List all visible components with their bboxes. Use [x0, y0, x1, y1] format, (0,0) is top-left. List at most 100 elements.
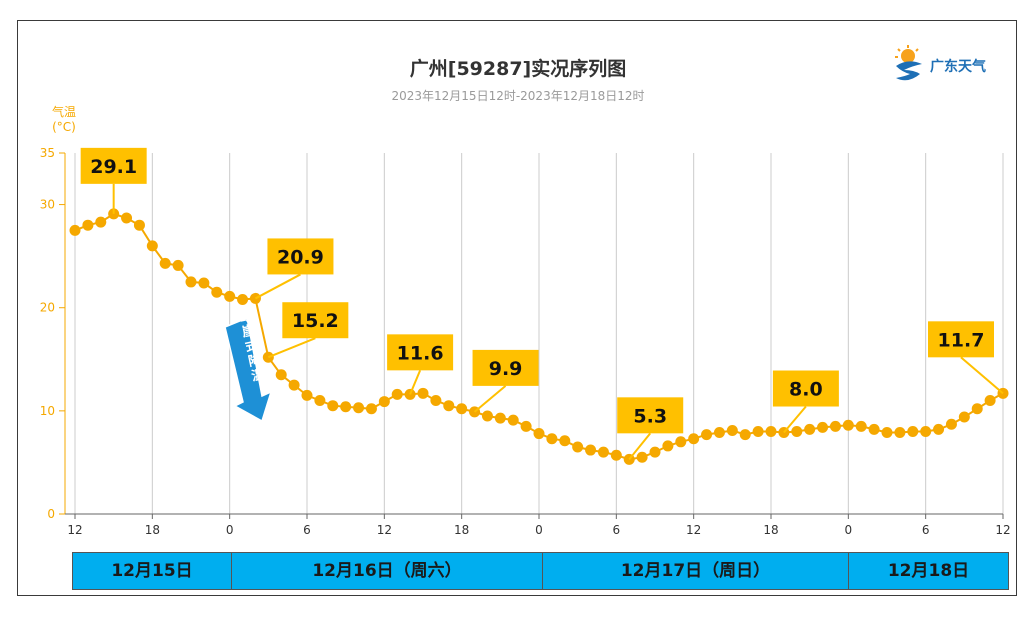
data-point	[82, 219, 94, 231]
callout-box	[472, 349, 539, 386]
data-point	[95, 216, 107, 228]
data-point	[675, 436, 687, 448]
data-point	[533, 428, 545, 440]
grid-lines	[74, 153, 1004, 514]
chart-frame	[17, 20, 1017, 596]
data-point	[237, 293, 249, 305]
data-point	[662, 440, 674, 452]
data-point	[572, 441, 584, 453]
callout-box	[282, 302, 349, 339]
data-point	[881, 427, 893, 439]
x-tick-label: 6	[303, 523, 311, 537]
arrow-text-char: 崖	[241, 322, 257, 340]
arrow-text-char: 断	[238, 308, 254, 326]
callout-leader	[783, 405, 807, 434]
data-point	[726, 424, 738, 436]
arrow-down-icon	[224, 316, 273, 423]
callout-box	[772, 370, 839, 407]
arrow-text-char: 温	[250, 367, 266, 384]
data-point	[185, 276, 197, 288]
y-axis-label-unit: (°C)	[52, 120, 76, 134]
day-label-dec18: 12月18日	[887, 561, 970, 581]
data-point	[430, 395, 442, 407]
data-point	[765, 425, 777, 437]
arrow-text-char: 降	[247, 351, 264, 370]
callout-label: 9.9	[489, 358, 523, 380]
day-label-dec16: 12月16日（周六）	[232, 553, 543, 589]
data-point	[520, 420, 532, 432]
data-point	[378, 396, 390, 408]
chart-title: 广州[59287]实况序列图	[409, 58, 627, 80]
callout-box	[617, 397, 684, 434]
data-point	[507, 414, 519, 426]
data-point	[701, 429, 713, 441]
data-point	[121, 212, 133, 224]
day-label-dec15: 12月15日	[73, 553, 232, 589]
callout-leader	[473, 385, 507, 413]
x-tick-label: 12	[686, 523, 701, 537]
axes: 12 18 0 6 12 18 0 6 12 18 0 6 12 0 10 20 30 35	[40, 146, 1011, 537]
data-point	[907, 425, 919, 437]
data-point	[752, 425, 764, 437]
data-point	[610, 449, 622, 461]
data-point	[340, 401, 352, 413]
x-tick-label: 12	[995, 523, 1010, 537]
x-tick-label: 12	[67, 523, 82, 537]
data-point	[688, 433, 700, 445]
data-point	[739, 429, 751, 441]
data-point	[920, 425, 932, 437]
data-point	[829, 420, 841, 432]
arrow-text-char: 式	[244, 337, 260, 355]
callout-box	[387, 334, 454, 371]
callout-leader	[628, 432, 652, 460]
data-point	[314, 395, 326, 407]
data-point	[791, 425, 803, 437]
data-point	[224, 290, 236, 302]
data-point	[958, 411, 970, 423]
data-point	[172, 259, 184, 271]
data-point	[817, 421, 829, 433]
value-callouts: 29.1 20.9 15.2 11.6 9.9 5.3 8.0 11.7	[80, 147, 1004, 460]
data-point	[417, 387, 429, 399]
data-point	[69, 224, 81, 236]
callout-label: 8.0	[789, 379, 823, 401]
callout-label: 20.9	[277, 246, 324, 268]
data-point	[649, 446, 661, 458]
drop-arrow-annotation: 断崖式降温	[224, 308, 273, 423]
data-point	[301, 389, 313, 401]
callout-leader	[409, 369, 422, 395]
x-tick-label: 0	[226, 523, 234, 537]
data-point	[353, 402, 365, 414]
data-point	[945, 418, 957, 430]
data-point	[365, 403, 377, 415]
x-tick-label: 12	[377, 523, 392, 537]
y-tick-label: 30	[40, 198, 55, 212]
data-point	[713, 427, 725, 439]
data-point	[146, 240, 158, 252]
y-axis-label-name: 气温	[51, 105, 76, 119]
data-point	[159, 257, 171, 269]
y-tick-label: 0	[47, 507, 55, 521]
x-tick-label: 18	[763, 523, 778, 537]
data-point	[636, 451, 648, 463]
logo-text: 广东天气	[930, 59, 986, 75]
data-point	[456, 403, 468, 415]
data-point	[894, 427, 906, 439]
data-point	[597, 446, 609, 458]
data-point	[868, 423, 880, 435]
data-point	[391, 388, 403, 400]
x-tick-label: 18	[454, 523, 469, 537]
callout-leader	[960, 356, 1004, 395]
callout-label: 5.3	[633, 405, 667, 427]
data-point	[559, 435, 571, 447]
data-point	[842, 419, 854, 431]
data-point	[585, 444, 597, 456]
data-point	[804, 423, 816, 435]
data-point	[494, 412, 506, 424]
callout-box	[267, 238, 334, 275]
callout-label: 15.2	[292, 310, 339, 332]
callout-label: 11.6	[397, 342, 444, 364]
y-tick-label: 20	[40, 301, 55, 315]
x-tick-label: 0	[845, 523, 853, 537]
